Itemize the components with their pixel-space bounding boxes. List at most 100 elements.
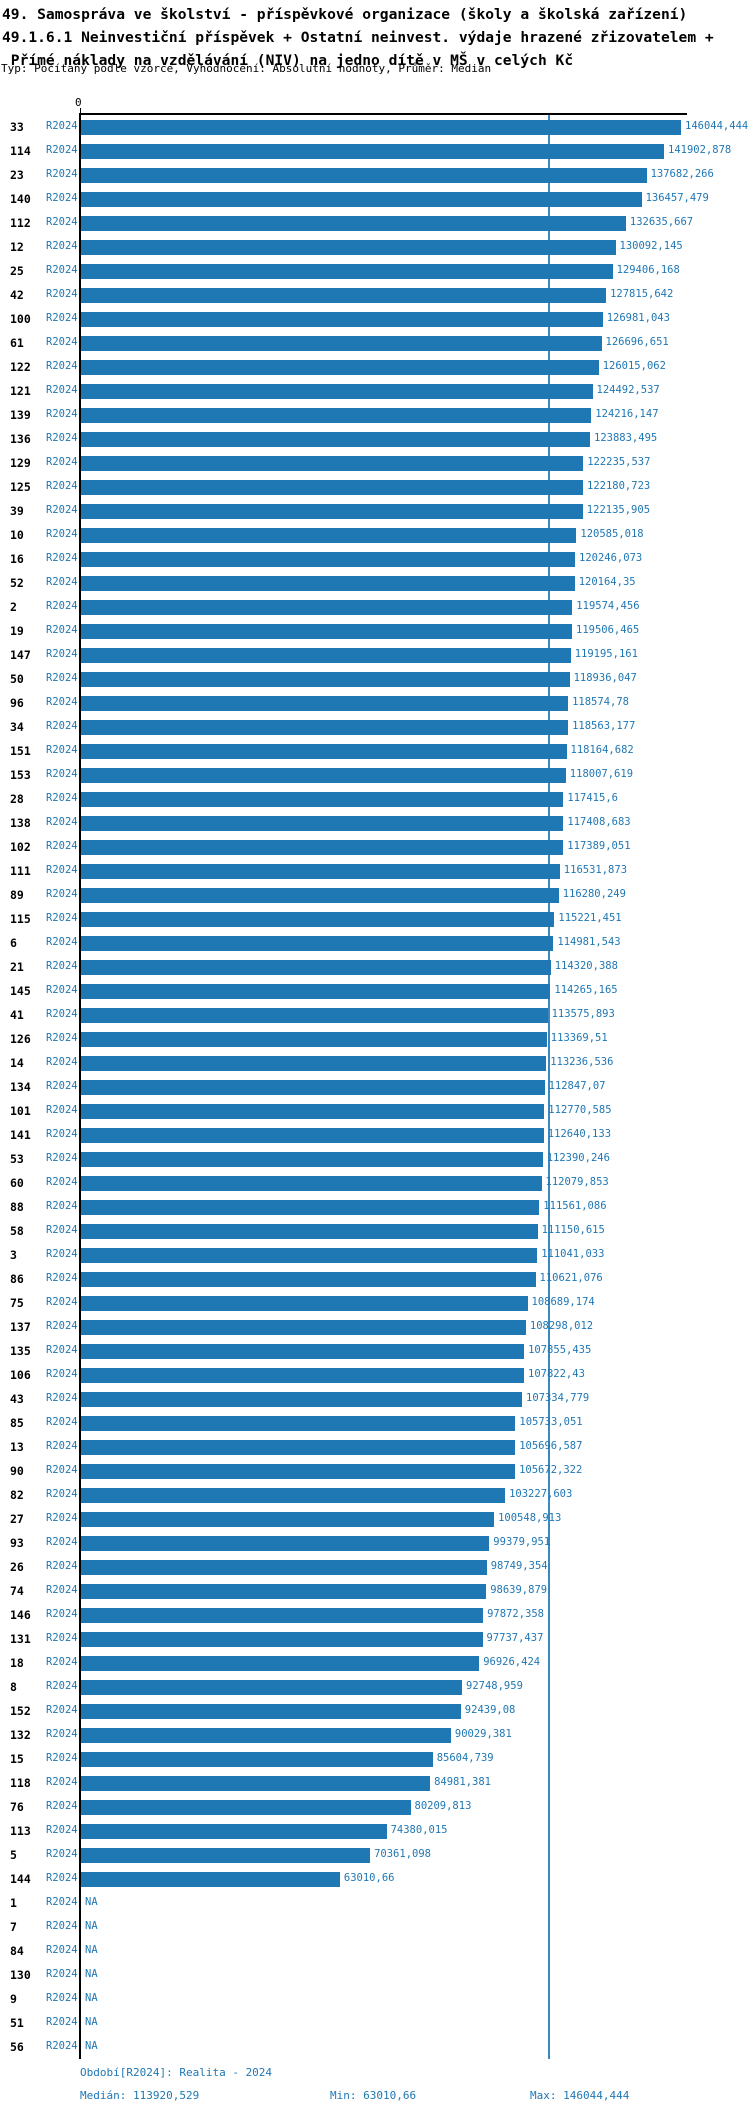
row-category-label: 89 — [10, 888, 24, 902]
bar — [81, 1127, 544, 1143]
row-series-label: R2024 — [46, 1920, 78, 1932]
chart-row: 19 R2024 119506,465 — [0, 619, 750, 643]
chart-row: 100 R2024 126981,043 — [0, 307, 750, 331]
footer-median-label: Medián: 113920,529 — [80, 2089, 200, 2102]
chart-row: 145 R2024 114265,165 — [0, 979, 750, 1003]
chart-row: 144 R2024 63010,66 — [0, 1867, 750, 1891]
row-category-label: 130 — [10, 1968, 31, 1982]
row-series-label: R2024 — [46, 1752, 78, 1764]
chart-row: 102 R2024 117389,051 — [0, 835, 750, 859]
bar-value-label: 110621,076 — [539, 1272, 603, 1284]
bar-value-label: 90029,381 — [454, 1728, 512, 1740]
row-series-label: R2024 — [46, 1560, 78, 1572]
x-axis-zero-tick-label: 0 — [75, 96, 82, 109]
row-category-label: 140 — [10, 192, 31, 206]
chart-row: 112 R2024 132635,667 — [0, 211, 750, 235]
bar — [81, 1151, 543, 1167]
na-value-label: NA — [85, 1944, 98, 1956]
bar-chart: 0 33 R2024 146044,444 114 R2024 141902,878 23 R… — [0, 96, 750, 2059]
row-category-label: 138 — [10, 816, 31, 830]
bar-value-label: 116280,249 — [562, 888, 626, 900]
bar — [81, 935, 554, 951]
bar-value-label: 85604,739 — [436, 1752, 494, 1764]
bar — [81, 167, 647, 183]
row-category-label: 125 — [10, 480, 31, 494]
chart-row: 114 R2024 141902,878 — [0, 139, 750, 163]
bar — [81, 503, 583, 519]
bar — [81, 239, 616, 255]
footer-min-label: Min: 63010,66 — [330, 2089, 417, 2102]
chart-row: 147 R2024 119195,161 — [0, 643, 750, 667]
na-value-label: NA — [85, 2040, 98, 2052]
bar — [81, 1199, 540, 1215]
bar — [81, 1535, 490, 1551]
bar-value-label: 113236,536 — [550, 1056, 614, 1068]
chart-row: 1 R2024 NA — [0, 1891, 750, 1915]
row-category-label: 18 — [10, 1656, 24, 1670]
bar-value-label: 124492,537 — [596, 384, 660, 396]
bar-value-label: 105672,322 — [519, 1464, 583, 1476]
bar-value-label: 111561,086 — [543, 1200, 607, 1212]
chart-row: 6 R2024 114981,543 — [0, 931, 750, 955]
chart-title-line-1: 49. Samospráva ve školství - příspěvkové… — [2, 6, 688, 23]
bar-value-label: 114320,388 — [554, 960, 618, 972]
row-category-label: 100 — [10, 312, 31, 326]
chart-row: 146 R2024 97872,358 — [0, 1603, 750, 1627]
chart-row: 7 R2024 NA — [0, 1915, 750, 1939]
y-axis-line — [79, 113, 81, 2059]
row-series-label: R2024 — [46, 1656, 78, 1668]
chart-row: 138 R2024 117408,683 — [0, 811, 750, 835]
row-category-label: 131 — [10, 1632, 31, 1646]
row-series-label: R2024 — [46, 1368, 78, 1380]
bar-value-label: 146044,444 — [685, 120, 749, 132]
row-series-label: R2024 — [46, 216, 78, 228]
chart-row: 139 R2024 124216,147 — [0, 403, 750, 427]
bar-value-label: 115221,451 — [558, 912, 622, 924]
bar-value-label: 111041,033 — [541, 1248, 605, 1260]
row-series-label: R2024 — [46, 1296, 78, 1308]
bar — [81, 1175, 542, 1191]
bar-value-label: 112640,133 — [547, 1128, 612, 1140]
x-axis-zero-tick — [80, 108, 81, 113]
row-series-label: R2024 — [46, 648, 78, 660]
bar-value-label: 118164,682 — [570, 744, 634, 756]
bar — [81, 1487, 506, 1503]
chart-row: 42 R2024 127815,642 — [0, 283, 750, 307]
bar — [81, 863, 560, 879]
row-category-label: 136 — [10, 432, 31, 446]
bar-value-label: 105696,587 — [519, 1440, 583, 1452]
row-category-label: 112 — [10, 216, 31, 230]
na-value-label: NA — [85, 1896, 98, 1908]
row-category-label: 50 — [10, 672, 24, 686]
row-series-label: R2024 — [46, 888, 78, 900]
row-category-label: 1 — [10, 1896, 17, 1910]
chart-row: 122 R2024 126015,062 — [0, 355, 750, 379]
row-category-label: 51 — [10, 2016, 24, 2030]
chart-row: 10 R2024 120585,018 — [0, 523, 750, 547]
row-category-label: 126 — [10, 1032, 31, 1046]
row-category-label: 129 — [10, 456, 31, 470]
bar-value-label: 114981,543 — [557, 936, 621, 948]
bar-value-label: 122135,905 — [586, 504, 651, 516]
chart-row: 130 R2024 NA — [0, 1963, 750, 1987]
bar — [81, 1271, 536, 1287]
row-series-label: R2024 — [46, 840, 78, 852]
row-series-label: R2024 — [46, 1608, 78, 1620]
row-series-label: R2024 — [46, 1344, 78, 1356]
row-category-label: 3 — [10, 1248, 17, 1262]
bar-value-label: 122235,537 — [587, 456, 651, 468]
row-series-label: R2024 — [46, 528, 78, 540]
bar-value-label: 118936,047 — [573, 672, 637, 684]
bar-value-label: 99379,951 — [493, 1536, 551, 1548]
row-series-label: R2024 — [46, 408, 78, 420]
chart-row: 118 R2024 84981,381 — [0, 1771, 750, 1795]
bar — [81, 599, 573, 615]
row-series-label: R2024 — [46, 480, 78, 492]
chart-row: 86 R2024 110621,076 — [0, 1267, 750, 1291]
bar — [81, 383, 593, 399]
bar — [81, 1751, 433, 1767]
bar-value-label: 107822,43 — [528, 1368, 585, 1380]
row-category-label: 144 — [10, 1872, 31, 1886]
bar — [81, 647, 571, 663]
row-series-label: R2024 — [46, 1488, 78, 1500]
